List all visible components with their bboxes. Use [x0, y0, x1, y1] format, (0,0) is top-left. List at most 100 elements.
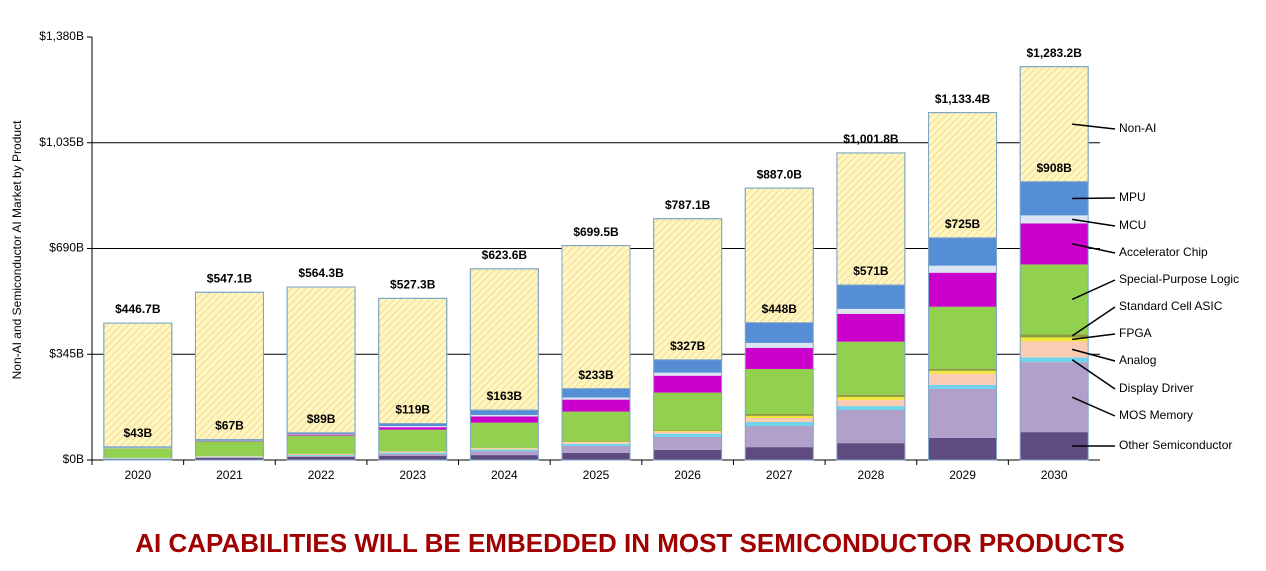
bar-segment	[745, 368, 814, 415]
x-tick-label: 2029	[949, 468, 976, 482]
bar-segment	[836, 396, 905, 400]
legend-leader	[1071, 306, 1116, 337]
bar-segment	[562, 399, 630, 412]
bar-outline	[194, 291, 264, 461]
bar-outline	[469, 268, 539, 461]
legend-leader	[1071, 279, 1116, 301]
total-label: $564.3B	[298, 266, 344, 280]
bar-segment	[562, 440, 630, 442]
legend-label: Non-AI	[1119, 121, 1156, 135]
bar-segment	[653, 218, 723, 361]
bar-segment	[378, 429, 447, 452]
bar-segment	[836, 410, 905, 444]
bar-segment	[836, 341, 905, 395]
chart-title: AI CAPABILITIES WILL BE EMBEDDED IN MOST…	[135, 528, 1124, 558]
bar-outline	[1019, 66, 1089, 461]
ai-total-label: $908B	[1036, 161, 1072, 175]
bar-segment	[653, 430, 722, 432]
legend-label: Other Semiconductor	[1119, 438, 1232, 452]
total-label: $787.1B	[665, 198, 711, 212]
legend-label: Accelerator Chip	[1119, 245, 1208, 259]
bar-segment	[103, 448, 172, 458]
total-label: $1,133.4B	[935, 92, 991, 106]
total-label: $1,001.8B	[843, 132, 899, 146]
bar-segment	[378, 427, 447, 430]
legend-label: MCU	[1119, 218, 1146, 232]
bar-outline	[103, 322, 173, 461]
bar-segment	[195, 441, 264, 456]
bar-segment	[836, 406, 905, 411]
bar-segment	[195, 439, 264, 441]
bar-segment	[1020, 341, 1089, 358]
bar-segment	[1020, 357, 1089, 363]
total-label: $887.0B	[757, 167, 803, 181]
bar-segment	[562, 445, 630, 453]
legend-leader	[1072, 197, 1116, 200]
bar-segment	[470, 455, 539, 460]
bar-segment	[287, 456, 356, 460]
bar-segment	[1020, 215, 1089, 224]
bar-segment	[745, 425, 814, 448]
bar-segment	[287, 433, 356, 435]
bar-segment	[470, 416, 539, 423]
bar-outline	[561, 245, 631, 461]
bar-segment	[653, 392, 722, 430]
legend-leader	[1072, 123, 1116, 130]
bar-segment	[745, 421, 814, 426]
bar-segment	[378, 425, 447, 428]
legend-label: FPGA	[1119, 326, 1152, 340]
bar-segment	[653, 431, 722, 434]
ai-total-label: $89B	[307, 412, 336, 426]
bar-outline	[286, 286, 356, 461]
y-tick-label: $1,035B	[39, 135, 84, 149]
bar-outline	[378, 297, 448, 461]
bar-segment	[103, 322, 173, 448]
bar-segment	[470, 449, 539, 452]
bar-segment	[470, 414, 539, 417]
x-tick-label: 2026	[674, 468, 701, 482]
ai-total-label: $163B	[487, 389, 523, 403]
bar-segment	[653, 437, 722, 450]
legend-leader	[1071, 359, 1116, 390]
x-tick-label: 2020	[124, 468, 151, 482]
bar-segment	[928, 368, 997, 371]
bar-segment	[287, 434, 356, 436]
y-axis-label: Non-AI and Semiconductor AI Market by Pr…	[10, 120, 24, 379]
bar-outline	[653, 218, 723, 461]
legend-leader	[1071, 348, 1116, 362]
legend-leader	[1072, 333, 1116, 341]
bar-segment	[928, 388, 997, 438]
bar-segment	[562, 443, 630, 446]
bar-segment	[195, 457, 264, 458]
bar-segment	[562, 411, 630, 441]
bar-segment	[470, 451, 539, 456]
bar-segment	[1020, 362, 1089, 433]
bar-segment	[928, 237, 997, 266]
x-tick-label: 2022	[308, 468, 335, 482]
bar-segment	[653, 429, 722, 431]
bar-segment	[470, 448, 539, 450]
bar-segment	[195, 456, 264, 458]
bar-segment	[378, 452, 447, 454]
bar-segment	[287, 455, 356, 457]
bar-segment	[653, 372, 722, 376]
bar-segment	[836, 394, 905, 397]
total-label: $623.6B	[482, 248, 528, 262]
bar-segment	[836, 284, 905, 309]
bar-segment	[928, 265, 997, 273]
bar-outline	[836, 152, 906, 461]
bar-segment	[562, 442, 630, 444]
y-tick-label: $1,380B	[39, 29, 84, 43]
bar-segment	[745, 447, 814, 460]
ai-total-label: $67B	[215, 419, 244, 433]
bar-segment	[470, 410, 539, 415]
ai-total-label: $43B	[123, 426, 152, 440]
bar-segment	[562, 441, 630, 443]
total-label: $1,283.2B	[1026, 46, 1082, 60]
bar-segment	[836, 399, 905, 407]
bar-segment	[745, 322, 814, 343]
bar-segment	[653, 449, 722, 460]
bar-outline	[928, 112, 998, 461]
legend-label: Analog	[1119, 353, 1156, 367]
bar-segment	[836, 308, 905, 314]
